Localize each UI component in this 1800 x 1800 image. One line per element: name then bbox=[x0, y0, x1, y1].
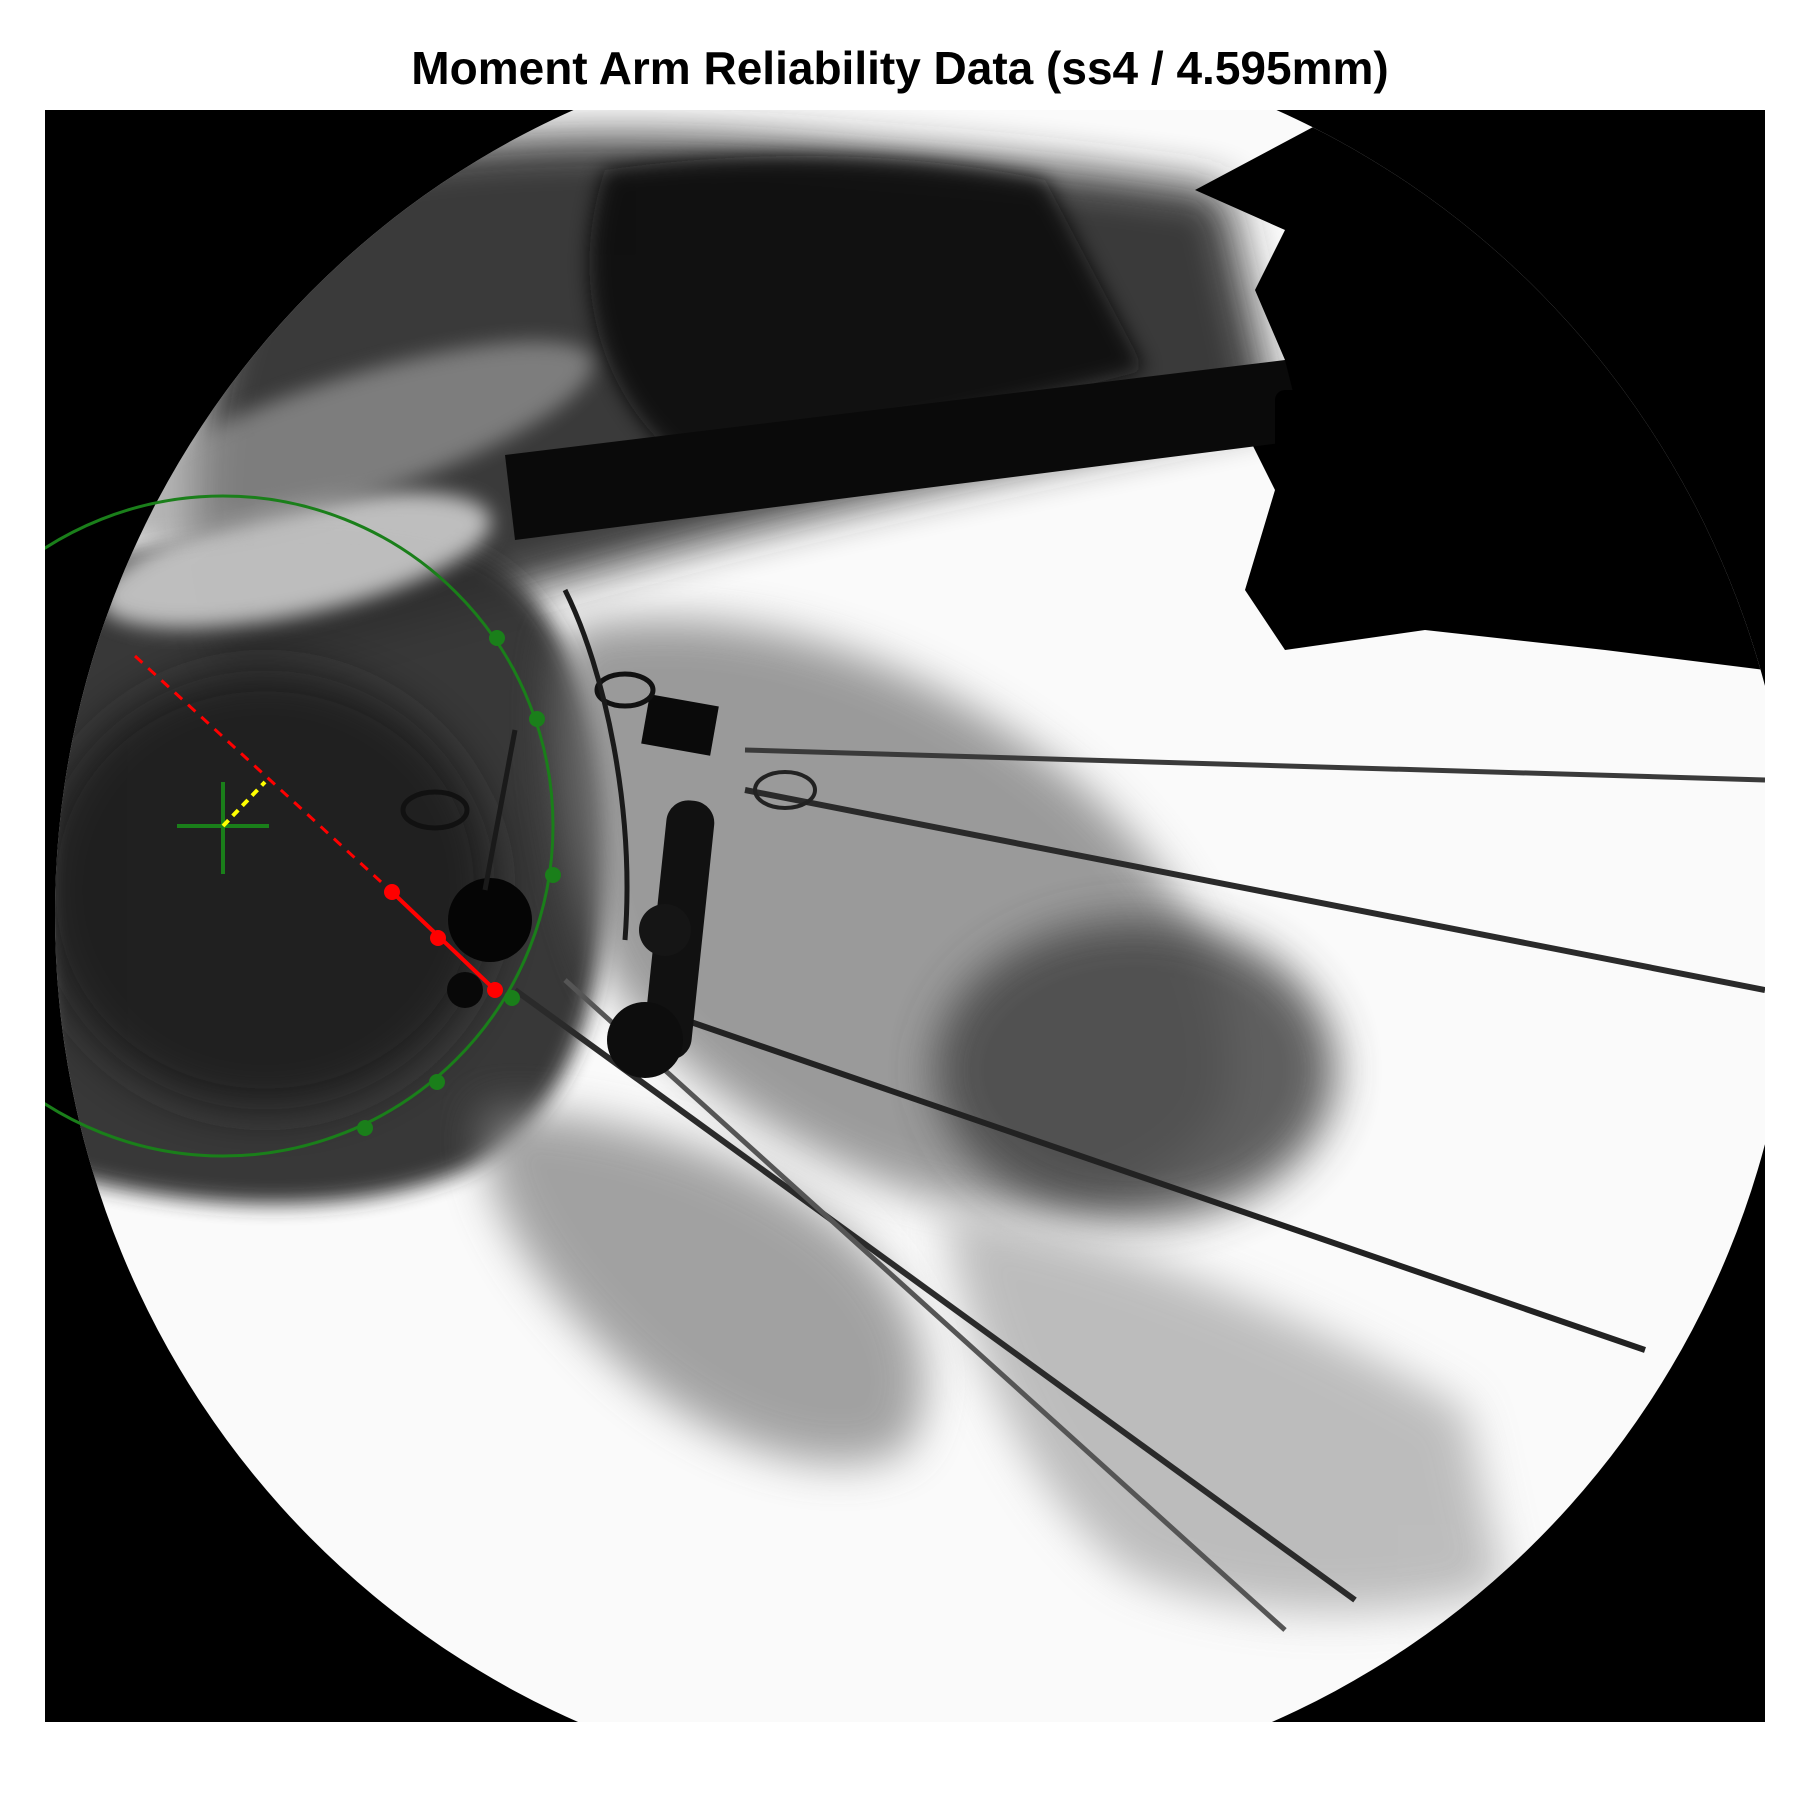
lower-right-tissue bbox=[945, 1210, 1505, 1612]
acromion-highlight bbox=[99, 492, 491, 628]
robot-arm-rod bbox=[505, 360, 1305, 540]
lower-tissue bbox=[483, 1110, 925, 1464]
moment-arm-point bbox=[430, 930, 446, 946]
suture-loop-2 bbox=[594, 671, 656, 709]
moment-arm-point bbox=[487, 982, 503, 998]
figure-title: Moment Arm Reliability Data (ss4 / 4.595… bbox=[411, 42, 1389, 94]
marker-bead-middle bbox=[639, 904, 691, 956]
cable-2 bbox=[744, 787, 1765, 993]
circle-point bbox=[489, 630, 505, 646]
suture-loop-3 bbox=[753, 770, 817, 810]
cable-5 bbox=[563, 978, 1287, 1632]
muscle-mass bbox=[935, 920, 1335, 1220]
fluoroscopy-image bbox=[45, 110, 1765, 1722]
clavicle-highlight bbox=[97, 341, 593, 539]
suture-loop-1 bbox=[400, 789, 470, 831]
circle-point bbox=[529, 711, 545, 727]
fov-region bbox=[55, 110, 1765, 1722]
annotation-overlay bbox=[45, 494, 561, 1158]
moment-arm-point bbox=[384, 884, 400, 900]
marker-clip bbox=[641, 694, 719, 756]
moment-arm-distance bbox=[221, 780, 267, 828]
guide-curve bbox=[562, 588, 630, 941]
line-of-action-dashed bbox=[133, 654, 394, 894]
fitted-head-circle bbox=[45, 494, 555, 1158]
cable-3 bbox=[684, 1017, 1646, 1353]
robot-block bbox=[1275, 390, 1495, 560]
pin-wire bbox=[482, 729, 518, 891]
circle-point bbox=[545, 867, 561, 883]
radio-bead bbox=[448, 878, 532, 962]
cable-1 bbox=[744, 747, 1765, 783]
radio-bead-small bbox=[447, 972, 483, 1008]
upper-tissue-core bbox=[589, 156, 1145, 471]
circle-point bbox=[357, 1120, 373, 1136]
humeral-head-core bbox=[55, 670, 495, 1110]
circle-point bbox=[504, 990, 520, 1006]
marker-bead-lower bbox=[607, 1002, 683, 1078]
cable-4 bbox=[513, 987, 1357, 1603]
circle-point bbox=[429, 1074, 445, 1090]
